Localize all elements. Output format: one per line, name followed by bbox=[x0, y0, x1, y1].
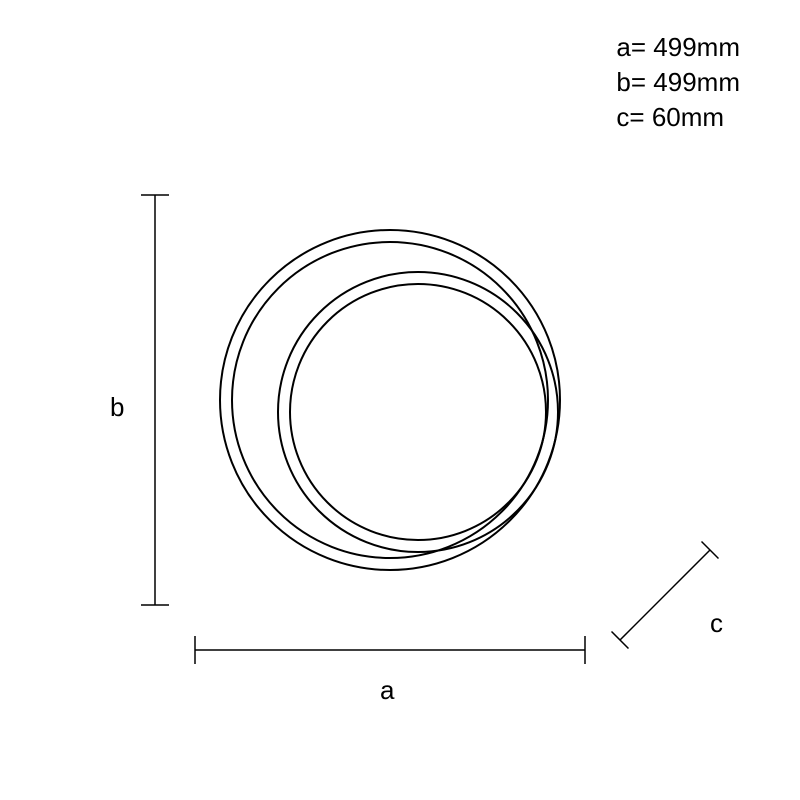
dim-label-a: a bbox=[380, 675, 394, 706]
dim-label-c: c bbox=[710, 608, 723, 639]
diagram-canvas: a= 499mm b= 499mm c= 60mm b a c bbox=[0, 0, 800, 800]
dim-label-b: b bbox=[110, 392, 124, 423]
